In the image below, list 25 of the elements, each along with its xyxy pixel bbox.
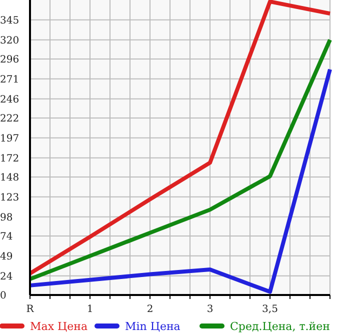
y-tick-label: 148: [0, 172, 20, 184]
y-tick-label: 271: [0, 74, 20, 86]
x-tick-label: 1: [86, 304, 94, 315]
line-series: [28, 38, 332, 282]
y-tick-label: 172: [0, 153, 20, 164]
legend-label: Min Цена: [125, 320, 181, 333]
y-tick-label: 320: [0, 35, 20, 46]
y-tick-label: 197: [0, 133, 20, 144]
y-tick-label: 246: [0, 94, 20, 106]
y-tick-label: 345: [0, 15, 20, 26]
legend-label: Сред.Цена, т.йен: [230, 320, 330, 333]
y-tick-label: 98: [0, 212, 13, 224]
y-tick-label: 222: [0, 114, 20, 124]
y-tick-label: 74: [0, 232, 13, 242]
line-series: [28, 0, 332, 276]
x-tick-label: 2: [146, 304, 154, 315]
y-tick-label: 0: [0, 290, 6, 302]
x-tick-label: 3,5: [262, 304, 278, 315]
y-tick-label: 123: [0, 192, 20, 204]
y-tick-label: 49: [0, 251, 13, 262]
x-tick-label: R: [26, 304, 34, 315]
y-tick-label: 24: [0, 271, 13, 282]
y-tick-label: 296: [0, 54, 20, 66]
x-tick-label: 3: [206, 304, 214, 315]
legend-label: Max Цена: [30, 320, 88, 333]
